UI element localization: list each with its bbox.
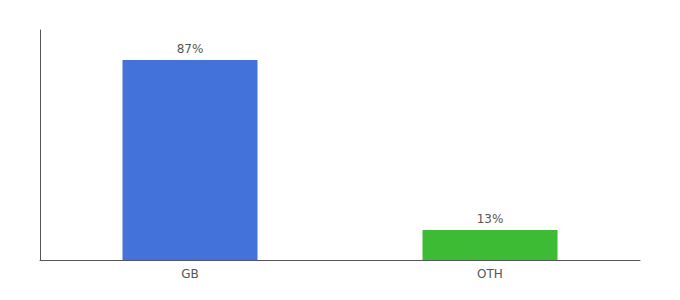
svg-text:GB: GB (181, 267, 199, 281)
svg-text:OTH: OTH (477, 267, 503, 281)
svg-text:13%: 13% (477, 212, 504, 226)
svg-text:87%: 87% (177, 42, 204, 56)
